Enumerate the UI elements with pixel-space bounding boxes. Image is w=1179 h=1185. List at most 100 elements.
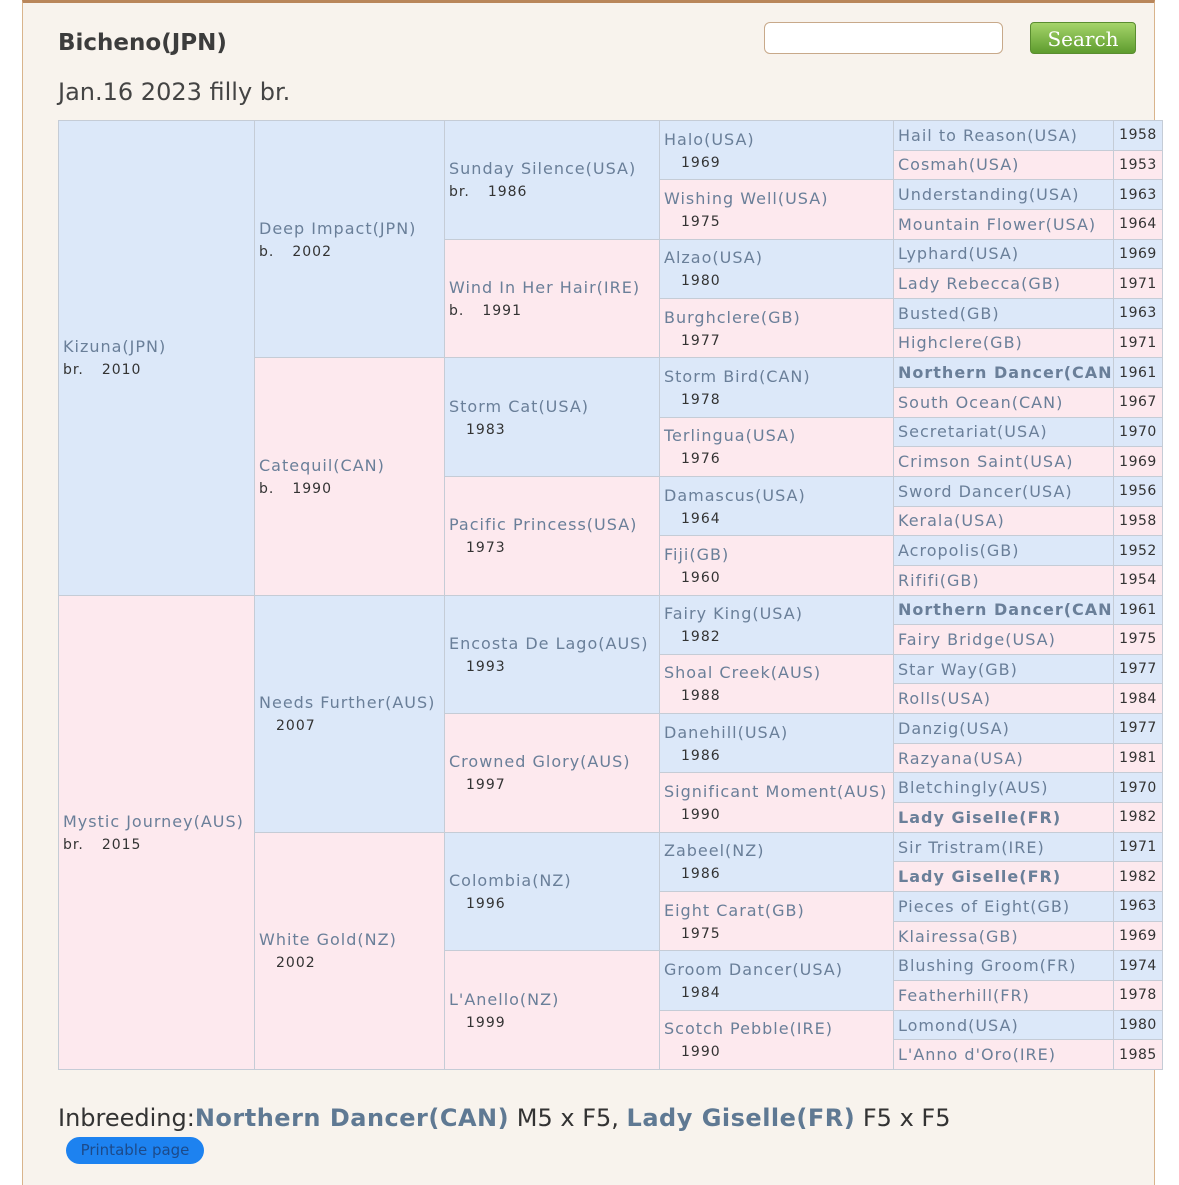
horse-name: Colombia(NZ) — [449, 871, 572, 891]
horse-info: 2002 — [259, 955, 444, 971]
horse-name: Acropolis(GB) — [898, 541, 1020, 561]
horse-name: Sword Dancer(USA) — [898, 481, 1073, 501]
pedigree-cell: White Gold(NZ) 2002 — [254, 831, 445, 1070]
pedigree-cell: Sir Tristram(IRE) — [893, 831, 1114, 863]
pedigree-cell: L'Anno d'Oro(IRE) — [893, 1039, 1114, 1070]
year-cell: 1953 — [1113, 149, 1163, 181]
search-input[interactable] — [764, 22, 1003, 54]
horse-name: L'Anno d'Oro(IRE) — [898, 1045, 1057, 1065]
year-cell: 1982 — [1113, 802, 1163, 833]
inbred-horse: Lady Giselle(FR) — [626, 1104, 856, 1132]
horse-name: Northern Dancer(CAN) — [898, 363, 1121, 383]
year-cell: 1964 — [1113, 208, 1163, 240]
horse-name: Star Way(GB) — [898, 659, 1018, 679]
horse-name: Storm Cat(USA) — [449, 396, 590, 416]
pedigree-cell: Fiji(GB) 1960 — [659, 535, 894, 596]
year-cell: 1958 — [1113, 120, 1163, 151]
printable-button[interactable]: Printable page — [66, 1137, 204, 1164]
horse-info: b. 2002 — [259, 244, 444, 260]
coat: b. — [259, 480, 275, 497]
pedigree-cell: Crowned Glory(AUS) 1997 — [444, 713, 660, 833]
horse-name: Understanding(USA) — [898, 185, 1080, 205]
horse-name: Encosta De Lago(AUS) — [449, 633, 649, 653]
inbred-horse: Northern Dancer(CAN) — [194, 1104, 510, 1132]
horse-name: Storm Bird(CAN) — [664, 366, 811, 386]
horse-info: 1986 — [664, 866, 893, 882]
horse-info: 1984 — [664, 985, 893, 1001]
search-button[interactable]: Search — [1030, 22, 1136, 54]
pedigree-cell: Encosta De Lago(AUS) 1993 — [444, 594, 660, 715]
horse-name: White Gold(NZ) — [259, 930, 397, 950]
pedigree-cell: Crimson Saint(USA) — [893, 446, 1114, 477]
horse-name: Shoal Creek(AUS) — [664, 663, 822, 683]
horse-name: Pacific Princess(USA) — [449, 515, 638, 535]
year-cell: 1971 — [1113, 327, 1163, 359]
horse-info: 1997 — [449, 777, 659, 793]
horse-name: Fairy King(USA) — [664, 604, 803, 624]
pedigree-cell: Acropolis(GB) — [893, 535, 1114, 566]
year: 1986 — [681, 747, 721, 764]
horse-name: Lady Giselle(FR) — [898, 807, 1062, 827]
year: 2010 — [101, 362, 142, 379]
horse-name: Groom Dancer(USA) — [664, 960, 843, 980]
horse-name: Kerala(USA) — [898, 511, 1005, 531]
horse-name: Lyphard(USA) — [898, 244, 1020, 264]
year-cell: 1985 — [1113, 1039, 1163, 1070]
pedigree-cell: Northern Dancer(CAN) — [893, 357, 1121, 388]
horse-info: br. 2015 — [63, 837, 254, 853]
pedigree-cell: Eight Carat(GB) 1975 — [659, 891, 894, 952]
year: 1991 — [482, 302, 522, 319]
horse-info: 1988 — [664, 688, 893, 704]
pedigree-cell: Northern Dancer(CAN) — [893, 594, 1121, 626]
horse-info: 1964 — [664, 511, 893, 527]
year-cell: 1982 — [1113, 861, 1163, 893]
year: 1960 — [681, 569, 721, 586]
horse-name: Sunday Silence(USA) — [449, 159, 637, 179]
horse-name: Deep Impact(JPN) — [259, 218, 417, 238]
year: 1999 — [466, 1014, 506, 1031]
horse-info: br. 1986 — [449, 184, 659, 200]
pedigree-cell: Wishing Well(USA) 1975 — [659, 179, 894, 240]
pedigree-cell: Fairy King(USA) 1982 — [659, 594, 894, 655]
year: 1993 — [466, 658, 506, 675]
pedigree-cell: Alzao(USA) 1980 — [659, 238, 894, 299]
horse-name: Terlingua(USA) — [664, 426, 797, 446]
inbreeding-cross: M5 x F5, — [516, 1104, 619, 1132]
year: 1984 — [681, 985, 721, 1002]
year-cell: 1981 — [1113, 742, 1163, 774]
year-cell: 1978 — [1113, 980, 1163, 1011]
year: 2002 — [276, 955, 316, 972]
year-cell: 1980 — [1113, 1009, 1163, 1041]
year-cell: 1952 — [1113, 535, 1163, 566]
pedigree-cell: Terlingua(USA) 1976 — [659, 416, 894, 477]
year: 1975 — [681, 925, 721, 942]
year-cell: 1963 — [1113, 891, 1163, 922]
horse-name: Significant Moment(AUS) — [664, 782, 888, 802]
horse-name: Lomond(USA) — [898, 1015, 1019, 1035]
horse-name: Northern Dancer(CAN) — [898, 600, 1121, 620]
horse-name: Crimson Saint(USA) — [898, 452, 1074, 472]
year: 1983 — [466, 421, 506, 438]
horse-info: 2007 — [259, 718, 444, 734]
year-cell: 1977 — [1113, 653, 1163, 685]
year: 1990 — [292, 480, 332, 497]
pedigree-cell: Lyphard(USA) — [893, 238, 1114, 270]
year-cell: 1963 — [1113, 297, 1163, 329]
year: 2007 — [276, 718, 316, 735]
coat: b. — [259, 243, 275, 260]
year: 1976 — [681, 451, 721, 468]
horse-info: 1999 — [449, 1015, 659, 1031]
horse-info: 1975 — [664, 926, 893, 942]
horse-subtitle: Jan.16 2023 filly br. — [58, 78, 291, 106]
horse-name: Lady Giselle(FR) — [898, 867, 1062, 887]
horse-name: Mountain Flower(USA) — [898, 214, 1097, 234]
pedigree-cell: Lady Giselle(FR) — [893, 802, 1114, 833]
pedigree-cell: Hail to Reason(USA) — [893, 120, 1114, 151]
pedigree-cell: Pieces of Eight(GB) — [893, 891, 1114, 922]
coat: br. — [449, 184, 470, 201]
pedigree-cell: Storm Cat(USA) 1983 — [444, 357, 660, 477]
pedigree-cell: Zabeel(NZ) 1986 — [659, 831, 894, 893]
pedigree-cell: Lady Giselle(FR) — [893, 861, 1114, 893]
horse-name: Danehill(USA) — [664, 722, 789, 742]
